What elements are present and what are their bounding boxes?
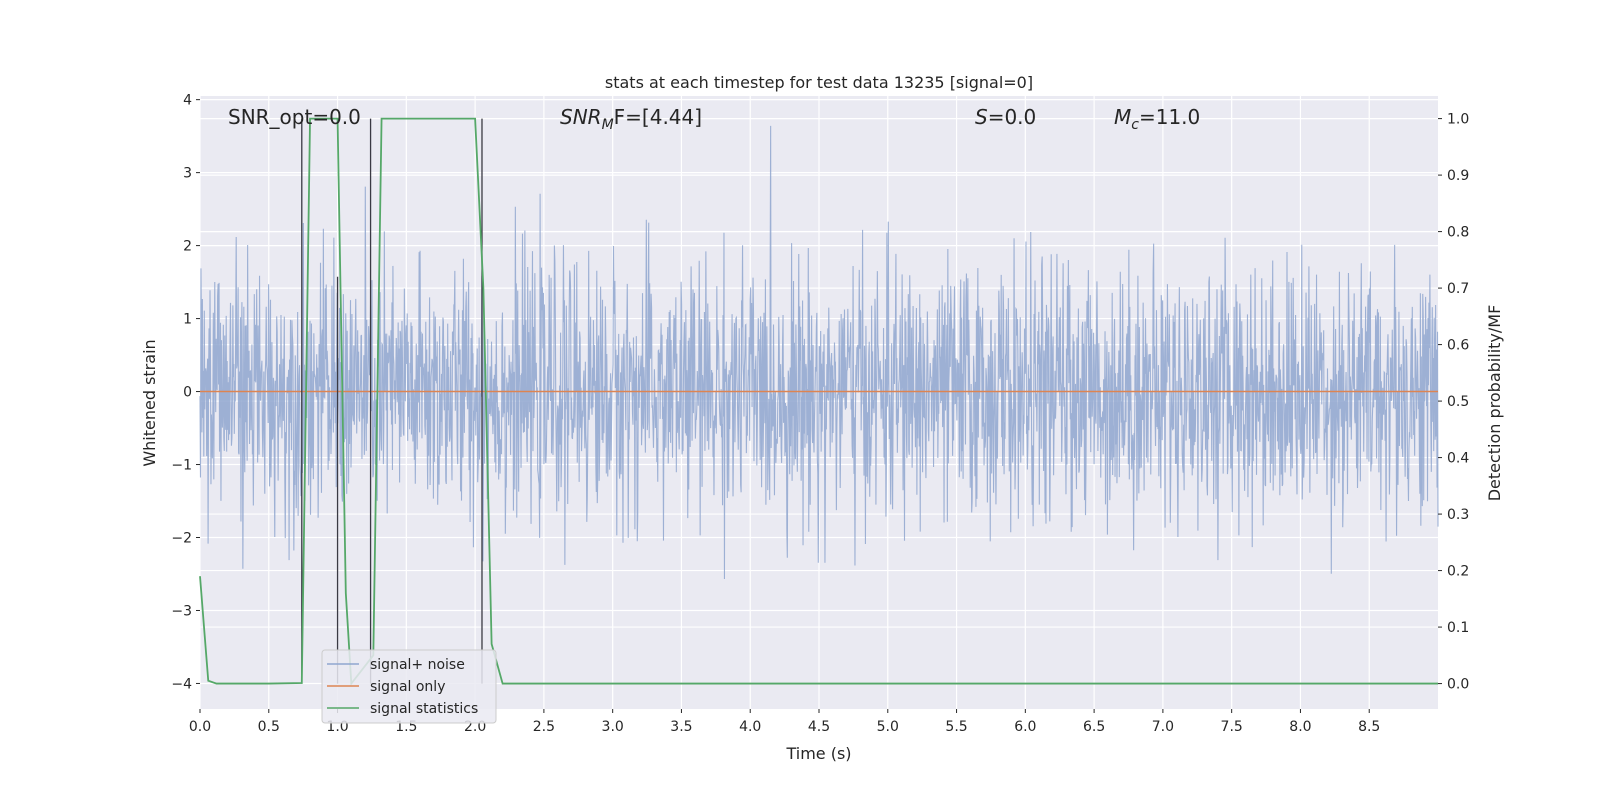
snr-mf-rest: F=[4.44] [614, 105, 702, 129]
y-left-tick-label-1: −3 [171, 603, 192, 619]
y-left-tick-label-6: 2 [183, 239, 192, 255]
x-tick-label-9: 4.5 [808, 719, 830, 735]
snr-mf-base: SNR [560, 105, 602, 129]
signal-statistics-series [199, 117, 1438, 687]
y-left-tick-label-3: −1 [171, 458, 192, 474]
x-tick-label-17: 8.5 [1358, 719, 1380, 735]
x-tick-label-6: 3.0 [602, 719, 624, 735]
y-right-tick-label-7: 0.7 [1447, 281, 1469, 297]
y-right-tick-labels: 0.0 0.1 0.2 0.3 0.4 0.5 0.6 0.7 0.8 0.9 1.0 [1438, 112, 1469, 693]
snr-mf-sub: M [602, 117, 614, 133]
legend-box [321, 649, 497, 724]
s-symbol: S [975, 105, 988, 129]
y-right-tick-label-1: 0.1 [1447, 620, 1469, 636]
y-left-tick-label-5: 1 [183, 312, 192, 328]
x-tick-label-5: 2.5 [533, 719, 555, 735]
x-tick-label-16: 8.0 [1289, 719, 1311, 735]
annotation-snr-opt: SNR_opt=0.0 [228, 105, 361, 129]
mc-sub: c [1131, 117, 1139, 133]
y-right-tick-label-10: 1.0 [1447, 112, 1469, 128]
x-tick-label-12: 6.0 [1014, 719, 1036, 735]
y-axis-label-right: Detection probability/MF [1485, 305, 1504, 502]
x-tick-label-10: 5.0 [877, 719, 899, 735]
annotation-s: S=0.0 [975, 105, 1036, 129]
x-tick-label-14: 7.0 [1152, 719, 1174, 735]
signal-noise-line [199, 125, 1439, 580]
mc-base: M [1114, 105, 1131, 129]
x-tick-label-11: 5.5 [945, 719, 967, 735]
y-right-tick-label-9: 0.9 [1447, 168, 1469, 184]
y-left-tick-labels: −4 −3 −2 −1 0 1 2 3 4 [171, 93, 200, 692]
x-tick-label-8: 4.0 [739, 719, 761, 735]
s-value: =0.0 [988, 105, 1037, 129]
y-right-tick-label-4: 0.4 [1447, 451, 1469, 467]
x-tick-label-7: 3.5 [670, 719, 692, 735]
y-left-tick-label-8: 4 [183, 93, 192, 109]
x-axis-label: Time (s) [785, 744, 851, 763]
y-left-tick-label-4: 0 [183, 385, 192, 401]
x-tick-label-15: 7.5 [1221, 719, 1243, 735]
y-left-tick-label-7: 3 [183, 166, 192, 182]
annotation-snr-mf: SNRMF=[4.44] [560, 105, 702, 133]
signal-statistics-line [199, 117, 1438, 687]
legend-label-signal-only: signal only [370, 679, 445, 695]
y-right-tick-label-3: 0.3 [1447, 507, 1469, 523]
x-tick-label-13: 6.5 [1083, 719, 1105, 735]
x-tick-label-0: 0.0 [189, 719, 211, 735]
black-spike-lines [301, 118, 483, 684]
y-right-tick-label-8: 0.8 [1447, 225, 1469, 241]
legend-label-signal-noise: signal+ noise [370, 657, 465, 673]
y-axis-label-left: Whitened strain [140, 339, 159, 466]
signal-noise-series [199, 125, 1439, 580]
mc-value: =11.0 [1139, 105, 1200, 129]
chart-title: stats at each timestep for test data 132… [605, 73, 1033, 92]
annotation-mc: Mc=11.0 [1114, 105, 1200, 133]
y-right-tick-label-0: 0.0 [1447, 677, 1469, 693]
x-tick-label-1: 0.5 [258, 719, 280, 735]
y-left-tick-label-2: −2 [171, 531, 192, 547]
legend: signal+ noise signal only signal statist… [321, 649, 497, 724]
y-right-tick-label-5: 0.5 [1447, 394, 1469, 410]
y-right-tick-label-6: 0.6 [1447, 338, 1469, 354]
y-left-tick-label-0: −4 [171, 676, 192, 692]
legend-label-signal-statistics: signal statistics [370, 701, 478, 717]
y-right-tick-label-2: 0.2 [1447, 564, 1469, 580]
